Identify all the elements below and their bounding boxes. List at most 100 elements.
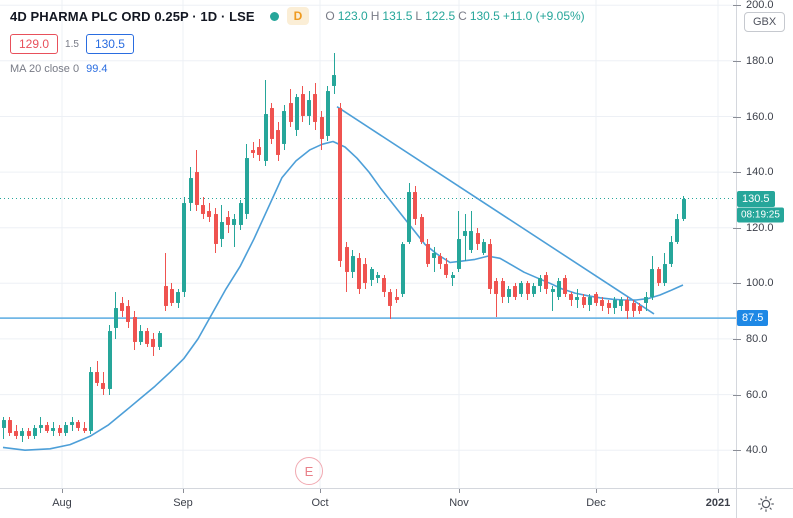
candle [76, 422, 81, 428]
candle [432, 252, 436, 259]
candle [400, 244, 405, 295]
candle [294, 97, 299, 131]
level-price-badge: 87.5 [737, 310, 769, 327]
candle [163, 286, 168, 306]
price-axis[interactable]: GBX 200.0 180.0 160.0 140.0 120.0 100.0 80.0 60… [733, 0, 793, 488]
spread-value: 1.5 [65, 38, 79, 50]
candle [201, 205, 206, 214]
candle [319, 116, 324, 139]
candle-wick [552, 286, 553, 312]
chart-canvas[interactable] [0, 0, 736, 488]
candle [481, 241, 486, 253]
candles-layer [1, 52, 686, 442]
candle [300, 94, 305, 117]
candle-wick [233, 213, 235, 248]
ma-indicator-label[interactable]: MA 20 close 0 [10, 63, 80, 75]
candle [269, 108, 274, 139]
candle [625, 300, 630, 312]
candle [519, 283, 524, 295]
candle [500, 280, 505, 298]
candle [32, 427, 37, 437]
price-tick-label: 180.0 [746, 54, 774, 67]
candle [556, 280, 561, 298]
price-tick [733, 60, 741, 62]
candle [438, 255, 443, 264]
candle [506, 288, 511, 298]
earnings-event-marker[interactable]: E [295, 457, 323, 485]
candle [369, 269, 374, 281]
candle [332, 74, 337, 86]
time-tick-label: Sep [173, 497, 193, 509]
candle [7, 419, 12, 434]
candle-wick [495, 277, 497, 317]
candle [363, 263, 368, 284]
candle [313, 94, 318, 122]
candle [488, 244, 493, 289]
candle [219, 222, 224, 239]
candle [469, 230, 474, 250]
candle [662, 263, 667, 284]
candle [57, 427, 62, 434]
symbol-title[interactable]: 4D PHARMA PLC ORD 0.25P · 1D · LSE [10, 8, 255, 24]
candle [244, 158, 249, 214]
candle [675, 219, 680, 242]
close-label: C [458, 9, 467, 23]
candle [213, 213, 218, 245]
low-label: L [415, 9, 423, 23]
ma-indicator-value: 99.4 [86, 63, 108, 75]
candle [45, 425, 50, 431]
candle [619, 300, 624, 306]
candle [600, 300, 605, 306]
candle [51, 427, 56, 431]
candle [70, 422, 75, 426]
time-tick-label: Oct [311, 497, 329, 509]
price-tick [733, 227, 741, 229]
candle [88, 372, 93, 431]
open-value: 123.0 [337, 9, 368, 23]
candle [282, 110, 287, 145]
time-axis[interactable]: Aug Sep Oct Nov Dec 2021 [0, 488, 736, 518]
time-tick-label: Dec [586, 497, 606, 509]
candle [650, 269, 655, 298]
candle [612, 300, 617, 309]
low-value: 122.5 [425, 9, 456, 23]
candle [132, 316, 137, 342]
ma-legend-row: MA 20 close 0 99.4 [10, 63, 588, 75]
currency-badge[interactable]: GBX [744, 12, 786, 32]
chart-legend: 4D PHARMA PLC ORD 0.25P · 1D · LSE D O 1… [10, 6, 588, 75]
candle [325, 91, 330, 136]
candle [544, 275, 549, 289]
candle [338, 108, 343, 262]
candle [357, 258, 362, 289]
candle [251, 149, 255, 153]
axis-settings-icon[interactable] [757, 495, 775, 513]
buy-button[interactable]: 130.5 [85, 34, 134, 54]
interval-badge[interactable]: D [286, 7, 310, 25]
axis-corner [736, 488, 793, 518]
candle [276, 130, 280, 156]
candle [1, 419, 6, 428]
candle [113, 308, 118, 328]
candle [525, 283, 530, 295]
candle [151, 338, 156, 348]
candle-wick [40, 416, 42, 434]
price-tick-label: 100.0 [746, 277, 774, 290]
candle [444, 263, 449, 275]
sell-button[interactable]: 129.0 [10, 34, 59, 54]
candle [344, 247, 349, 273]
candle [475, 233, 480, 245]
candle-wick [452, 272, 454, 287]
price-tick-label: 200.0 [746, 0, 774, 12]
current-price-badge: 130.5 [737, 190, 775, 207]
candle [450, 275, 455, 278]
time-tick [183, 489, 184, 493]
candle [169, 288, 174, 303]
high-label: H [370, 9, 380, 23]
candle [182, 202, 187, 292]
candle [232, 219, 237, 225]
candle [288, 102, 293, 122]
candle [394, 297, 399, 300]
candle [120, 302, 124, 312]
high-value: 131.5 [382, 9, 413, 23]
